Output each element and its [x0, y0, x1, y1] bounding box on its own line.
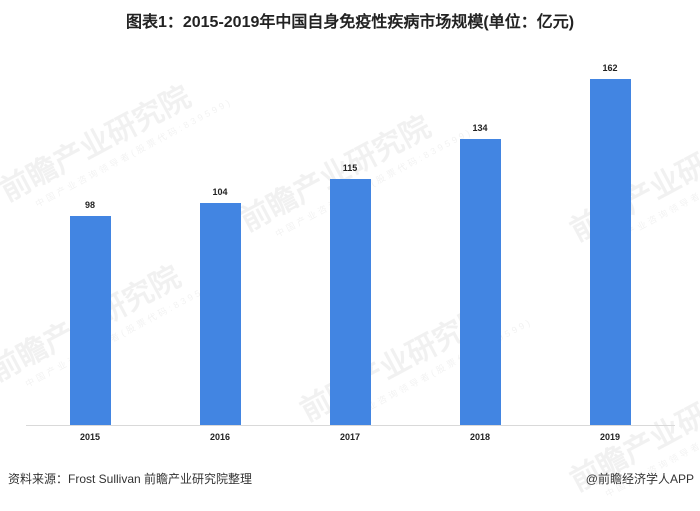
credit-note: @前瞻经济学人APP	[585, 472, 694, 486]
chart-title: 图表1：2015-2019年中国自身免疫性疾病市场规模(单位：亿元)	[125, 14, 575, 31]
x-tick-label: 2017	[339, 432, 361, 442]
x-tick-label: 2016	[209, 432, 231, 442]
source-note: 资料来源：Frost Sullivan 前瞻产业研究院整理	[8, 472, 253, 486]
bar-2015	[69, 215, 111, 425]
data-label: 134	[472, 122, 488, 133]
bar-2018	[459, 138, 501, 425]
data-label: 162	[602, 62, 618, 73]
bar-2017	[329, 179, 371, 425]
data-label: 104	[212, 186, 228, 197]
x-tick-label: 2018	[469, 432, 491, 442]
x-tick-label: 2015	[79, 432, 101, 442]
data-label: 98	[84, 199, 95, 210]
bar-2019	[589, 78, 631, 425]
data-label: 115	[342, 163, 358, 174]
x-axis-line	[26, 425, 675, 426]
bar-2016	[199, 202, 241, 425]
x-tick-label: 2019	[599, 432, 621, 442]
